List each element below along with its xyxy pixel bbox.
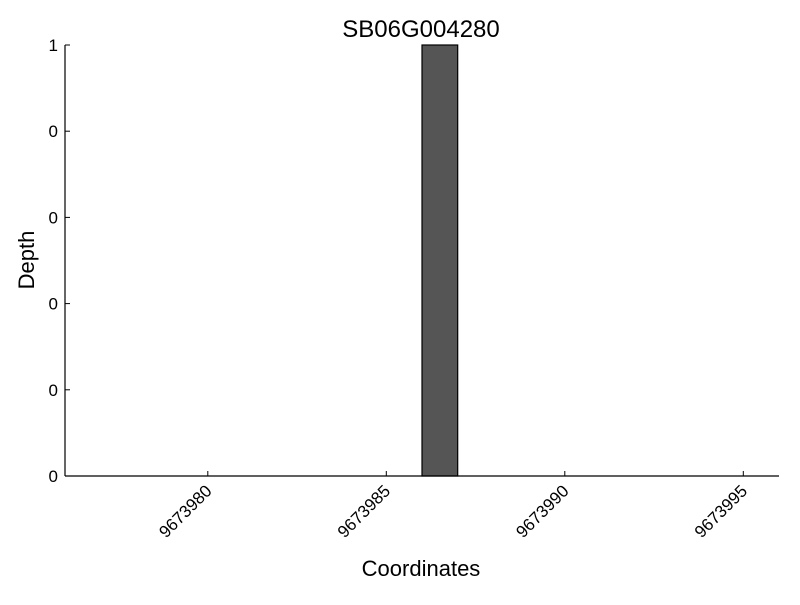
x-tick-label: 9673990 <box>512 481 572 541</box>
x-tick-label: 9673995 <box>691 481 751 541</box>
bar <box>421 44 459 477</box>
y-tick-label: 0 <box>49 467 58 486</box>
y-tick-label: 0 <box>49 122 58 141</box>
x-tick-label: 9673985 <box>334 481 394 541</box>
y-tick-label: 0 <box>49 295 58 314</box>
y-tick-label: 0 <box>49 208 58 227</box>
y-tick-label: 1 <box>49 36 58 55</box>
y-tick-label: 0 <box>49 381 58 400</box>
x-tick-label: 9673980 <box>155 481 215 541</box>
y-axis-label: Depth <box>14 231 39 290</box>
x-axis-label: Coordinates <box>362 556 481 581</box>
chart-title: SB06G004280 <box>342 16 499 43</box>
